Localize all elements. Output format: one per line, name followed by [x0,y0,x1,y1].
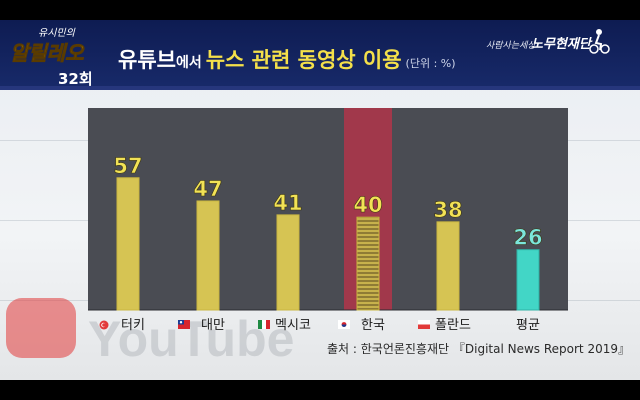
unit-label: (단위 : %) [405,57,456,70]
youtube-watermark-text: YouTube [88,311,294,362]
title-particle: 에서 [175,55,202,71]
bar-5 [436,221,460,311]
source-note: 출처 : 한국언론진흥재단 『Digital News Report 2019』 [327,342,630,356]
korea-flag-icon [338,320,350,329]
foundation-logo: 노무현재단 [531,37,591,52]
show-logo: 유시민의 알릴레오 [10,27,86,65]
plot-area [88,108,568,310]
bar-6 [516,249,540,311]
title-highlight: 뉴스 관련 동영상 이용 [205,48,402,72]
bar-value-label: 40 [353,193,382,217]
bar-value-label: 57 [113,154,142,178]
bar-2 [196,200,220,311]
bar-1 [116,177,140,311]
title-banner-edge [0,86,640,90]
poland-flag-icon [418,320,430,329]
bar-3 [276,214,300,311]
mexico-flag-icon [258,320,270,329]
bar-value-label: 47 [193,177,222,201]
bar-value-label: 26 [513,226,542,250]
show-logo-small-text: 유시민의 [38,27,76,39]
title-banner [0,20,640,90]
category-label: 평균 [516,318,540,333]
category-label: 터키 [121,318,145,333]
youtube-watermark-logo: YouTube [6,298,294,362]
episode-number: 32회 [58,70,93,88]
show-logo-big-text: 알릴레오 [10,41,85,65]
bicycle-rider-icon [589,29,610,54]
title-youtube: 유튜브 [118,48,176,72]
bar-value-label: 38 [433,198,462,222]
bar-4 [356,216,380,311]
category-label: 폴란드 [435,318,471,333]
foundation-tagline: 사람사는세상 [486,41,536,51]
taiwan-flag-icon [178,320,190,329]
turkey-flag-icon [99,320,109,330]
category-label: 대만 [201,318,225,333]
category-label: 멕시코 [275,318,311,333]
bar-value-label: 41 [273,191,302,215]
page-title: 유튜브에서 뉴스 관련 동영상 이용 (단위 : %) [118,44,456,74]
category-label: 한국 [361,318,385,333]
